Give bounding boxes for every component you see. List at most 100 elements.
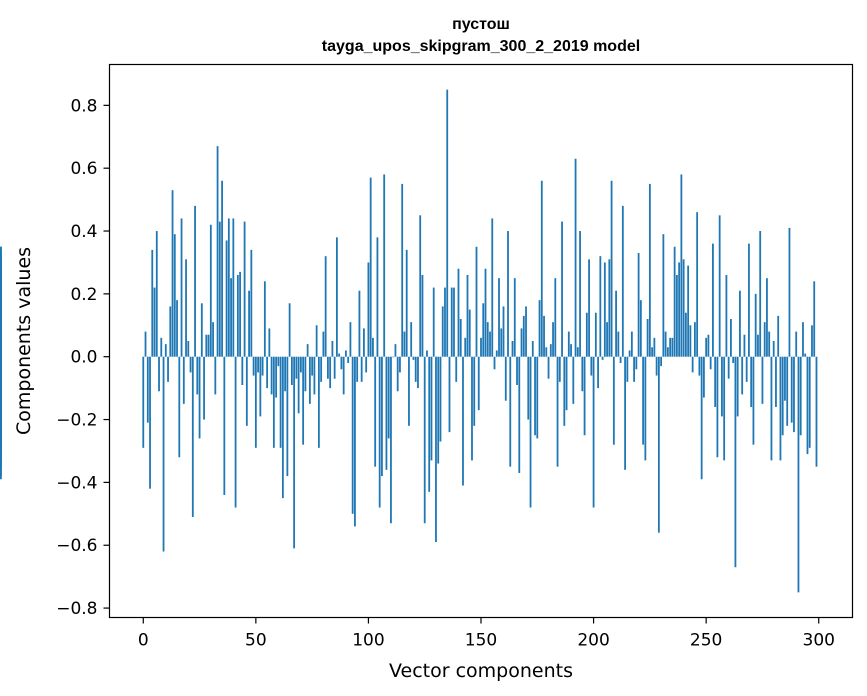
bar-14	[173, 234, 176, 357]
bar-145	[468, 309, 471, 357]
bar-8	[160, 337, 163, 357]
bar-118	[408, 356, 410, 426]
bar-157	[495, 350, 498, 357]
bar-207	[608, 259, 611, 357]
bar-133	[441, 306, 444, 357]
bar-177	[540, 180, 543, 357]
bar-262	[732, 356, 735, 363]
bar-228	[655, 356, 658, 376]
bar-222	[642, 356, 645, 445]
bar-113	[396, 356, 399, 392]
bar-77	[315, 325, 318, 357]
bar-186	[561, 221, 563, 357]
bar-132	[439, 356, 442, 442]
bar-40	[232, 218, 235, 357]
bar-18	[182, 356, 185, 404]
bar-190	[570, 344, 572, 357]
bar-201	[594, 312, 597, 357]
bar-252	[709, 356, 712, 370]
bar-38	[227, 218, 230, 357]
bar-277	[766, 278, 768, 357]
bar-27	[203, 356, 205, 420]
bar-65	[288, 303, 291, 357]
bar-202	[597, 356, 599, 389]
bar-215	[626, 356, 629, 382]
bar-88	[340, 356, 343, 370]
bar-45	[243, 221, 246, 357]
y-tick-label: 0.2	[70, 285, 97, 305]
bar-254	[714, 356, 717, 407]
bar-78	[317, 356, 320, 448]
bar-155	[491, 218, 494, 357]
bar-107	[383, 174, 386, 357]
bar-64	[286, 356, 289, 477]
bar-280	[772, 341, 775, 357]
bar-191	[572, 356, 575, 404]
bar-79	[320, 356, 323, 382]
bar-34	[218, 221, 221, 357]
bar-117	[405, 249, 408, 357]
bar-69	[297, 356, 300, 414]
bar-288	[790, 356, 793, 423]
bar-115	[401, 183, 404, 357]
bar-13	[171, 190, 174, 357]
bar-237	[675, 275, 678, 357]
bar-184	[556, 356, 559, 467]
plot-frame	[108, 63, 854, 619]
x-tick-label: 0	[138, 631, 149, 651]
bar-152	[484, 268, 487, 357]
bar-46	[245, 356, 248, 426]
bar-120	[412, 356, 415, 360]
bar-68	[295, 356, 298, 379]
bar-135	[446, 89, 449, 357]
bar-91	[347, 356, 350, 363]
bar-87	[338, 353, 341, 357]
x-tick-label: 100	[352, 631, 384, 651]
bar-92	[349, 322, 352, 357]
bar-25	[198, 356, 201, 439]
bar-36	[223, 356, 226, 495]
bar-60	[277, 356, 280, 367]
bar-81	[324, 256, 327, 357]
bar-71	[302, 356, 305, 445]
x-axis-ticks: 0 50 100 150 200 250 300	[138, 617, 835, 651]
bar-159	[500, 328, 503, 357]
bar-161	[504, 356, 507, 401]
bar-4	[151, 249, 154, 357]
x-axis-label: Vector components	[389, 660, 573, 682]
bar-149	[477, 356, 480, 411]
bar-93	[351, 356, 354, 514]
bar-123	[419, 215, 422, 357]
bar-292	[799, 356, 802, 436]
bar-185	[558, 356, 561, 382]
bar-269	[748, 243, 750, 357]
bar-225	[648, 183, 651, 357]
bar-279	[770, 356, 773, 461]
bar-138	[453, 287, 455, 357]
bar-59	[275, 356, 278, 398]
bar-230	[660, 356, 663, 367]
bar-166	[516, 356, 518, 385]
bar-3	[149, 356, 151, 489]
bar-168	[520, 328, 523, 357]
bar-52	[259, 356, 262, 417]
bar-158	[498, 278, 500, 357]
bar-217	[630, 331, 633, 357]
bar-189	[567, 331, 570, 357]
bar-192	[574, 158, 577, 357]
bar-1	[144, 331, 147, 357]
bar-89	[342, 356, 345, 395]
bar-180	[547, 356, 550, 379]
bar-251	[707, 334, 710, 357]
bar-271	[752, 356, 755, 445]
bar-75	[311, 356, 314, 376]
bar-200	[592, 356, 595, 508]
bar-41	[234, 356, 237, 508]
x-tick-label: 50	[245, 631, 267, 651]
bar-122	[417, 356, 419, 389]
bar-90	[345, 350, 347, 357]
bar-178	[543, 315, 545, 357]
bar-80	[322, 331, 325, 357]
bar-undefined	[0, 356, 2, 442]
bar-276	[763, 322, 766, 357]
